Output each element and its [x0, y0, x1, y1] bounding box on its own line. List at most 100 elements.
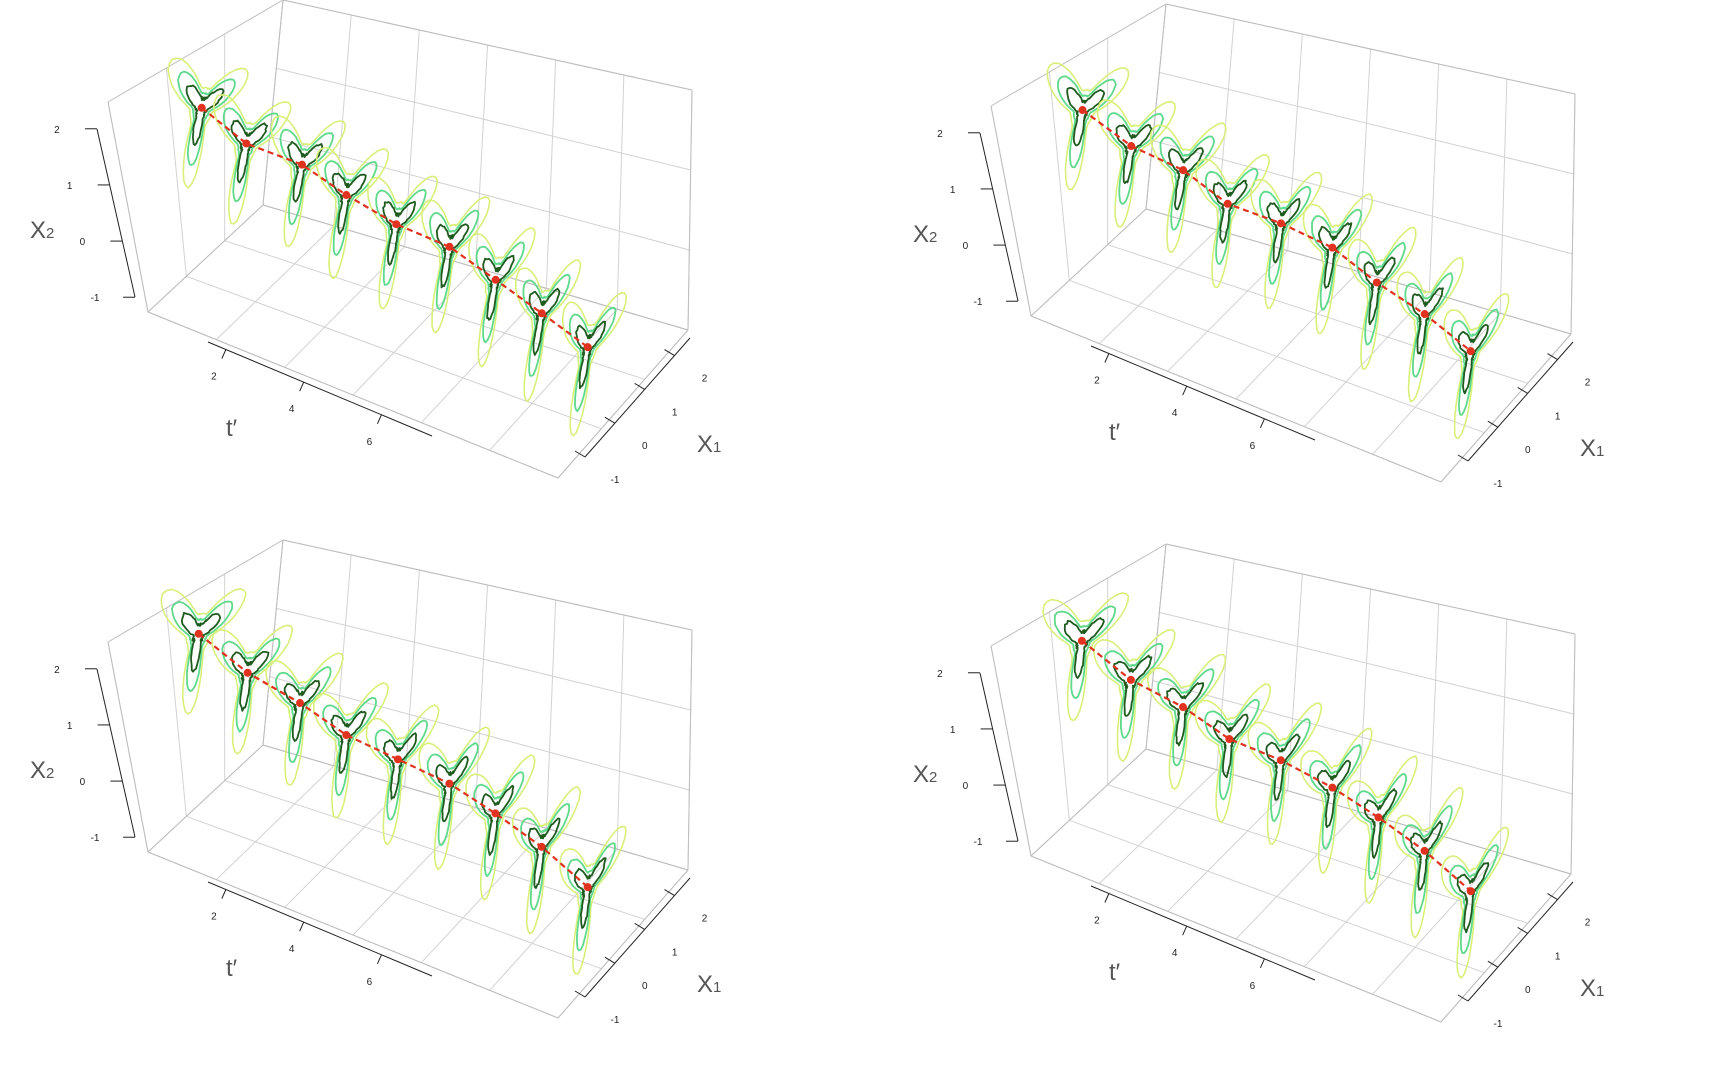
grid-line: [269, 136, 690, 251]
t-tick: [1182, 385, 1188, 396]
x2-tick-label: 1: [67, 721, 73, 732]
contour-inner: [180, 612, 222, 673]
box-edge: [107, 641, 149, 853]
x2-tick-label: 2: [937, 129, 943, 140]
contour-outer: [160, 588, 247, 715]
x2-axis-subscript: 2: [46, 225, 54, 242]
contour-middle: [222, 107, 280, 203]
contour-inner: [382, 732, 417, 800]
x2-tick-label: -1: [974, 297, 983, 308]
grid-line: [1069, 279, 1485, 434]
x2-tick-label: 2: [54, 125, 60, 136]
grid-line: [616, 74, 625, 310]
grid: [990, 543, 1576, 1023]
contours: [160, 588, 627, 975]
t-axis-line: [1090, 885, 1316, 981]
contour-middle: [1451, 308, 1500, 416]
grid-line: [404, 569, 420, 787]
contour-inner: [574, 857, 607, 929]
x1-tick-label: -1: [1494, 479, 1503, 490]
contour-middle: [375, 188, 427, 286]
grid-line: [1428, 63, 1440, 293]
mean-point: [1276, 219, 1285, 228]
contour-inner: [1316, 759, 1351, 828]
grid-line: [1167, 250, 1289, 372]
contour-outer: [1443, 292, 1510, 439]
contour-outer: [265, 652, 344, 786]
mean-point: [1077, 636, 1086, 645]
contour-middle: [221, 637, 281, 733]
contour-middle: [473, 771, 525, 878]
grid-line: [1159, 71, 1574, 175]
contour-middle: [1157, 668, 1215, 767]
box-edge: [990, 645, 1032, 857]
grid-line: [1287, 33, 1303, 251]
mean-point: [1223, 199, 1232, 208]
box-edge: [687, 89, 693, 331]
mean-point: [537, 842, 546, 851]
t-tick: [299, 381, 305, 392]
grid-line: [1216, 558, 1235, 770]
contour-inner: [331, 172, 367, 235]
grid-line: [1358, 588, 1371, 812]
x1-tick: [1487, 420, 1499, 428]
t-tick-label: 4: [1172, 948, 1178, 959]
t-tick-label: 6: [367, 437, 373, 448]
grid-line: [1107, 244, 1528, 384]
t-axis-line: [207, 341, 433, 437]
x1-tick: [634, 922, 645, 930]
grid-line: [404, 29, 420, 247]
x1-axis-line: [1467, 341, 1574, 462]
mean-path: [197, 103, 592, 352]
x2-tick-label: 0: [80, 237, 86, 248]
t-axis-line: [207, 881, 433, 977]
contour-middle: [520, 803, 571, 911]
contour-middle: [1356, 241, 1406, 346]
mean-point: [491, 809, 500, 818]
mean-point: [1372, 278, 1381, 287]
x2-tick-label: 1: [67, 181, 73, 192]
x2-tick-label: -1: [974, 837, 983, 848]
mean-point: [1178, 703, 1187, 712]
box-edge: [1145, 543, 1167, 750]
box-edge: [990, 105, 1032, 317]
x1-tick: [1517, 386, 1528, 394]
grid-line: [1235, 271, 1359, 400]
grid-line: [545, 599, 557, 829]
contour-outer: [465, 754, 536, 901]
contour-inner: [481, 784, 515, 856]
x2-tick-label: 1: [950, 725, 956, 736]
x1-axis-title: X1: [1580, 435, 1604, 462]
t-tick: [221, 889, 227, 899]
box-edge: [282, 539, 693, 631]
grid-line: [489, 848, 618, 991]
contour-outer: [511, 785, 582, 935]
contour-inner: [1166, 682, 1205, 747]
contour-outer: [421, 196, 491, 334]
contour-middle: [1104, 642, 1164, 739]
mean-path: [194, 629, 592, 892]
grid-line: [352, 807, 476, 936]
contour-outer: [313, 682, 389, 819]
grid-line: [1159, 611, 1574, 715]
grid-line: [1048, 71, 1070, 281]
x2-axis-line: [96, 668, 136, 838]
contour-inner: [1411, 287, 1444, 355]
t-tick: [1182, 925, 1188, 936]
contour-inner: [1212, 713, 1249, 779]
x1-tick-label: 1: [1555, 411, 1561, 422]
mean-point: [342, 191, 351, 200]
grid-line: [215, 765, 335, 881]
x1-axis-line: [584, 877, 691, 998]
box-edge: [107, 539, 284, 643]
x1-tick-label: 0: [1525, 445, 1531, 456]
box-edge: [262, 0, 284, 206]
box-edge: [1030, 855, 1442, 1023]
contour-middle: [426, 742, 479, 847]
x1-tick: [1517, 926, 1528, 934]
contour-middle: [475, 241, 525, 344]
x1-tick-label: 1: [1555, 951, 1561, 962]
x1-tick-label: -1: [1494, 1019, 1503, 1030]
